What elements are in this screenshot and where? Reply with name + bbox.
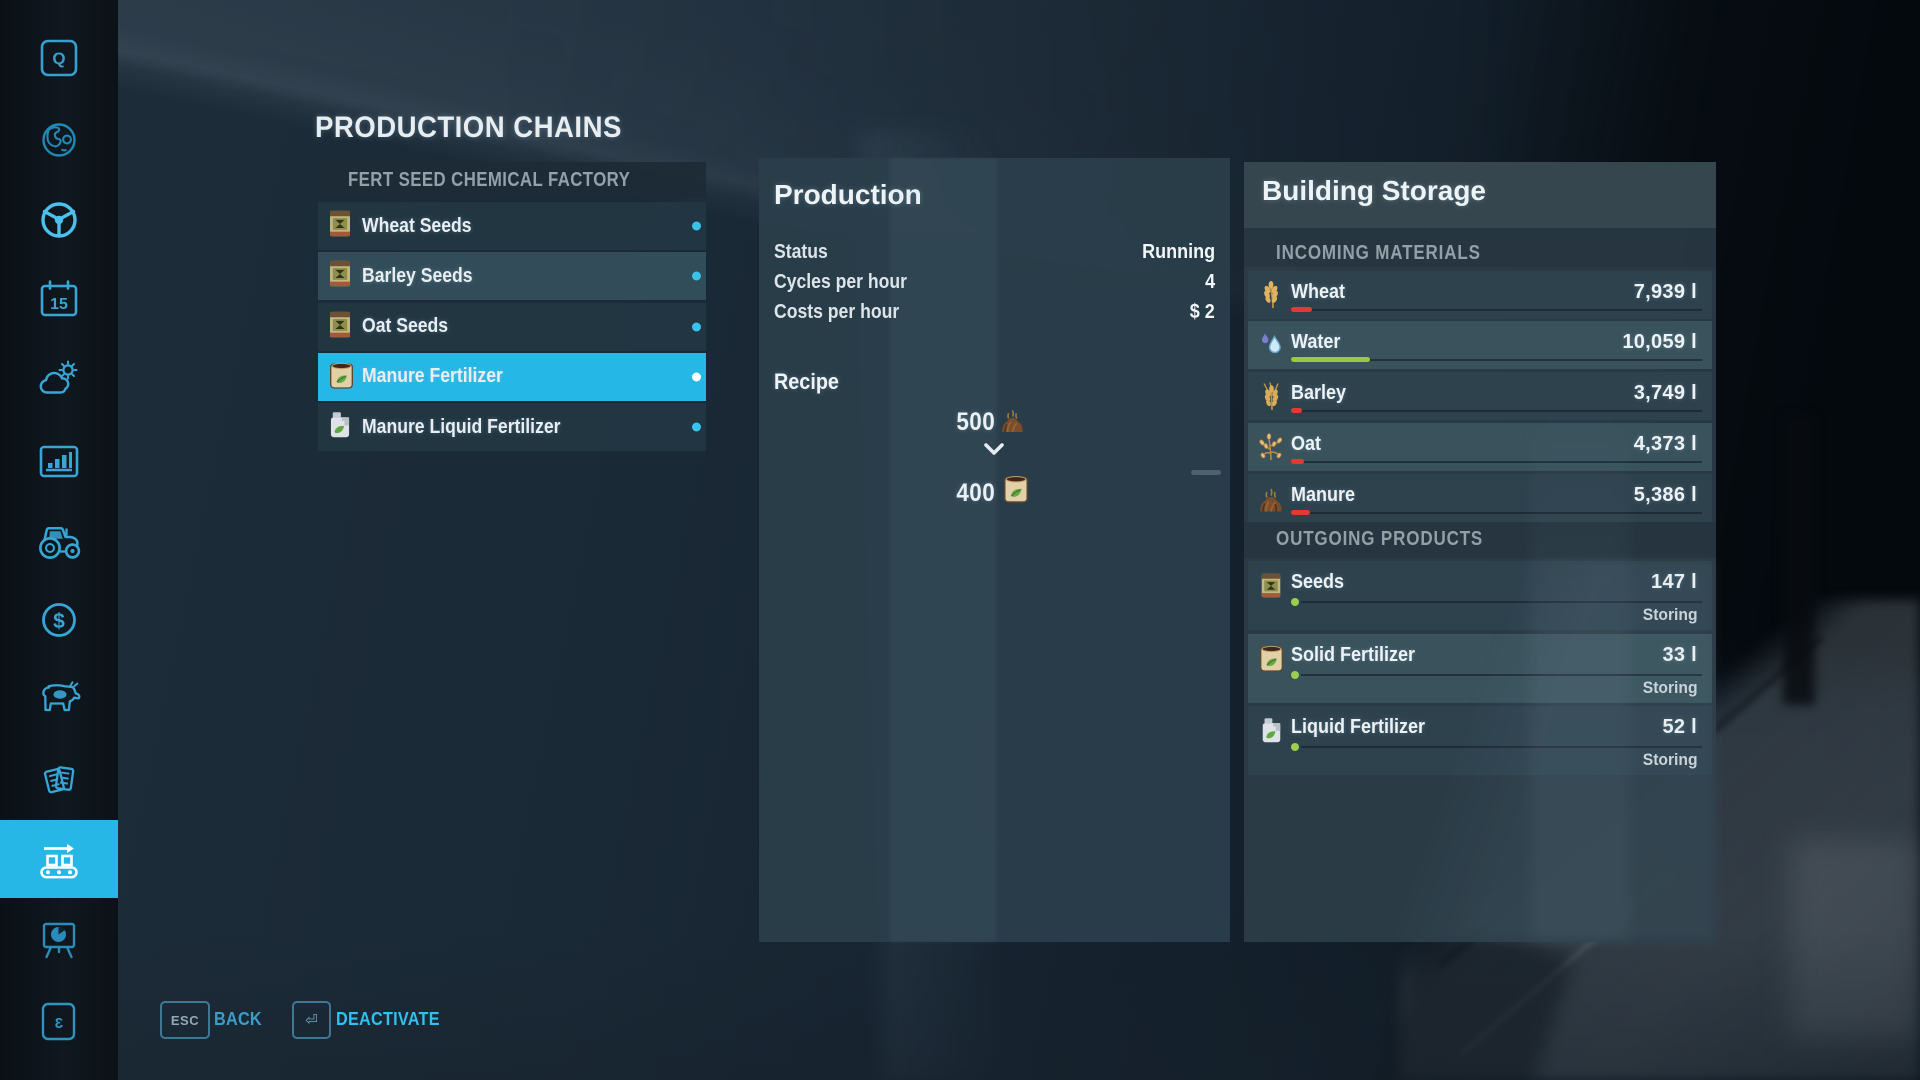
svg-text:Q: Q — [52, 49, 65, 68]
svg-text:15: 15 — [50, 296, 68, 313]
svg-text:$: $ — [53, 610, 65, 633]
svg-text:3: 3 — [55, 1015, 63, 1032]
